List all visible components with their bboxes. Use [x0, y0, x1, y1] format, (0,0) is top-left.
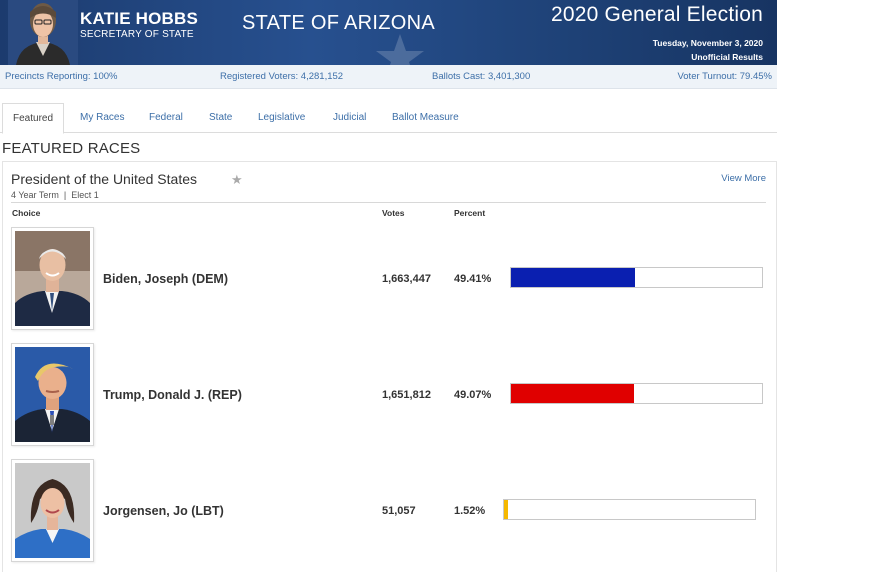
featured-races-heading: FEATURED RACES — [2, 140, 141, 157]
favorite-star-icon[interactable]: ★ — [231, 172, 243, 187]
official-name: KATIE HOBBS — [80, 9, 199, 28]
candidate-name: Biden, Joseph (DEM) — [103, 272, 229, 286]
candidate-votes: 1,663,447 — [382, 273, 431, 285]
candidate-percent: 49.41% — [454, 273, 492, 285]
race-tabs: Featured My Races Federal State Legislat… — [0, 103, 777, 134]
tab-state[interactable]: State — [209, 112, 233, 123]
vote-share-bar — [510, 267, 763, 288]
registered-voters: Registered Voters: 4,281,152 — [220, 71, 344, 82]
candidate-votes: 51,057 — [382, 505, 416, 517]
state-title: STATE OF ARIZONA — [242, 12, 435, 34]
race-term-info: 4 Year Term | Elect 1 — [11, 190, 99, 200]
results-status: Unofficial Results — [691, 52, 763, 62]
candidate-row: Biden, Joseph (DEM) 1,663,447 49.41% — [0, 227, 777, 332]
choice-column-header: Choice — [12, 208, 41, 218]
race-title: President of the United States — [11, 171, 197, 187]
vote-share-fill — [511, 268, 636, 287]
precincts-reporting: Precincts Reporting: 100% — [5, 71, 118, 82]
percent-column-header: Percent — [454, 208, 486, 218]
header-banner: KATIE HOBBS SECRETARY OF STATE STATE OF … — [0, 0, 777, 65]
race-divider — [11, 202, 766, 203]
star-watermark-icon — [376, 34, 424, 65]
candidate-row: Trump, Donald J. (REP) 1,651,812 49.07% — [0, 343, 777, 448]
tab-federal[interactable]: Federal — [149, 112, 183, 123]
vote-share-bar — [510, 383, 763, 404]
votes-column-header: Votes — [382, 208, 405, 218]
vote-share-bar — [503, 499, 756, 520]
tab-ballot-measure[interactable]: Ballot Measure — [392, 112, 459, 123]
race-card — [2, 161, 777, 572]
tab-featured[interactable]: Featured — [2, 103, 65, 134]
view-more-link[interactable]: View More — [721, 173, 766, 184]
candidate-photo — [11, 459, 94, 562]
candidate-percent: 49.07% — [454, 389, 492, 401]
candidate-row: Jorgensen, Jo (LBT) 51,057 1.52% — [0, 459, 777, 564]
candidate-name: Trump, Donald J. (REP) — [103, 388, 242, 402]
stats-bar: Precincts Reporting: 100% Registered Vot… — [0, 65, 777, 89]
tab-legislative[interactable]: Legislative — [258, 112, 306, 123]
voter-turnout: Voter Turnout: 79.45% — [677, 71, 772, 82]
official-portrait — [8, 0, 78, 65]
candidate-photo — [11, 227, 94, 330]
vote-share-fill — [504, 500, 508, 519]
candidate-name: Jorgensen, Jo (LBT) — [103, 504, 224, 518]
tab-my-races[interactable]: My Races — [80, 112, 125, 123]
official-title: SECRETARY OF STATE — [80, 29, 194, 40]
vote-share-fill — [511, 384, 635, 403]
ballots-cast: Ballots Cast: 3,401,300 — [432, 71, 531, 82]
election-date: Tuesday, November 3, 2020 — [652, 38, 763, 48]
candidate-votes: 1,651,812 — [382, 389, 431, 401]
tab-judicial[interactable]: Judicial — [333, 112, 367, 123]
election-title: 2020 General Election — [550, 3, 763, 26]
candidate-percent: 1.52% — [454, 505, 486, 517]
candidate-photo — [11, 343, 94, 446]
